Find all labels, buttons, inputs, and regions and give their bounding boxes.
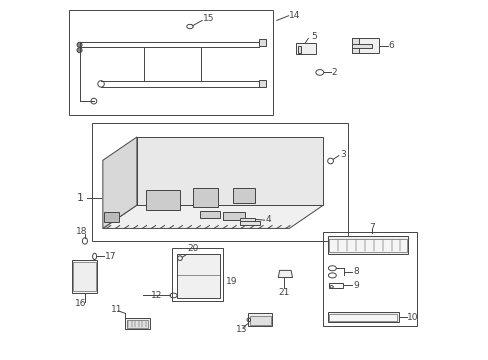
Bar — [328, 314, 396, 321]
Bar — [249, 316, 270, 325]
Bar — [73, 262, 96, 291]
Text: 10: 10 — [407, 313, 418, 322]
Bar — [233, 188, 254, 203]
Bar — [172, 248, 223, 301]
Text: 2: 2 — [331, 68, 337, 77]
Text: 21: 21 — [278, 288, 289, 297]
Bar — [297, 45, 301, 53]
Polygon shape — [177, 253, 220, 298]
Bar — [296, 43, 316, 54]
Text: 14: 14 — [289, 10, 300, 19]
Bar — [328, 239, 407, 252]
Bar — [104, 212, 119, 222]
Text: 15: 15 — [203, 14, 214, 23]
Bar — [192, 188, 217, 207]
Bar — [145, 190, 180, 211]
Bar — [258, 39, 265, 45]
Bar — [240, 218, 255, 222]
Text: 12: 12 — [151, 291, 163, 300]
Bar — [72, 260, 97, 293]
Bar — [351, 39, 378, 53]
Text: 13: 13 — [235, 325, 246, 334]
Text: 18: 18 — [76, 228, 87, 237]
Text: 3: 3 — [340, 150, 346, 159]
Text: 17: 17 — [104, 252, 116, 261]
Text: 6: 6 — [388, 41, 394, 50]
Text: 19: 19 — [225, 276, 237, 285]
Circle shape — [77, 42, 82, 47]
Polygon shape — [102, 137, 137, 228]
Bar — [92, 123, 348, 241]
Circle shape — [77, 48, 82, 53]
Bar — [258, 80, 265, 87]
Text: 1: 1 — [77, 193, 83, 203]
Bar — [322, 232, 416, 326]
Bar — [247, 314, 272, 326]
Text: 5: 5 — [310, 32, 316, 41]
Bar — [351, 44, 371, 48]
Bar — [327, 236, 407, 253]
Bar — [328, 283, 343, 288]
Bar — [125, 318, 149, 329]
Text: 11: 11 — [111, 305, 122, 314]
Text: 8: 8 — [352, 267, 358, 276]
Text: 16: 16 — [75, 299, 86, 308]
Text: 9: 9 — [352, 281, 358, 290]
Bar — [69, 10, 273, 116]
Text: 7: 7 — [368, 223, 374, 232]
Polygon shape — [137, 137, 323, 205]
Bar — [126, 320, 148, 328]
Text: 20: 20 — [187, 244, 198, 253]
Bar — [199, 211, 220, 219]
Text: 4: 4 — [265, 215, 271, 224]
Bar — [327, 312, 398, 322]
Bar — [351, 39, 358, 53]
Polygon shape — [102, 205, 323, 228]
Bar — [240, 221, 260, 225]
Bar — [223, 212, 244, 220]
Polygon shape — [278, 270, 292, 278]
